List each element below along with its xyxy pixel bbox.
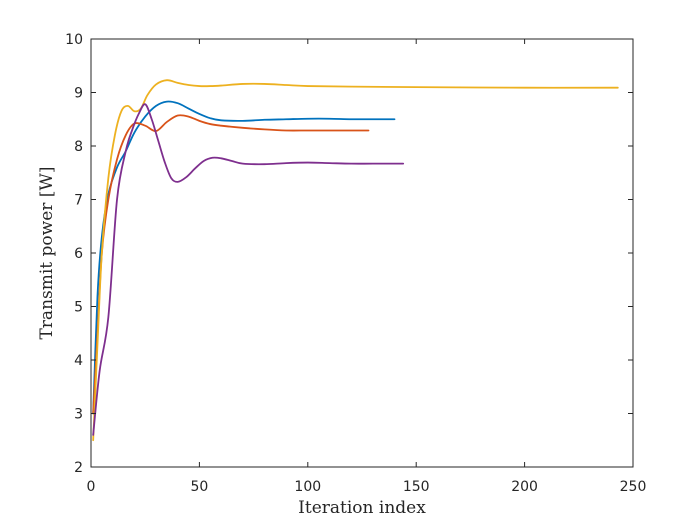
x-tick-label: 250 (620, 479, 647, 495)
y-tick-label: 4 (74, 353, 83, 369)
series-layer (92, 79, 619, 442)
y-tick-label: 5 (74, 300, 83, 316)
plot-area (91, 39, 633, 467)
series-4-line (92, 103, 405, 436)
y-tick-label: 7 (74, 193, 83, 209)
x-axis-label: Iteration index (298, 498, 426, 518)
series-2-line (92, 114, 370, 415)
x-tick-label: 200 (511, 479, 538, 495)
series-3-line (92, 79, 619, 442)
x-tick-label: 150 (403, 479, 430, 495)
y-tick-label: 10 (65, 32, 83, 48)
y-tick-label: 6 (74, 246, 83, 262)
tick-layer: 0 50 100 150 200 250 2 3 4 5 6 7 8 9 10 (65, 32, 646, 495)
y-tick-label: 8 (74, 139, 83, 155)
x-tick-label: 100 (294, 479, 321, 495)
y-tick-label: 3 (74, 407, 83, 423)
x-tick-label: 0 (87, 479, 96, 495)
y-tick-label: 2 (74, 460, 83, 476)
y-axis-label: Transmit power [W] (37, 166, 57, 339)
x-tick-label: 50 (190, 479, 208, 495)
y-tick-label: 9 (74, 86, 83, 102)
